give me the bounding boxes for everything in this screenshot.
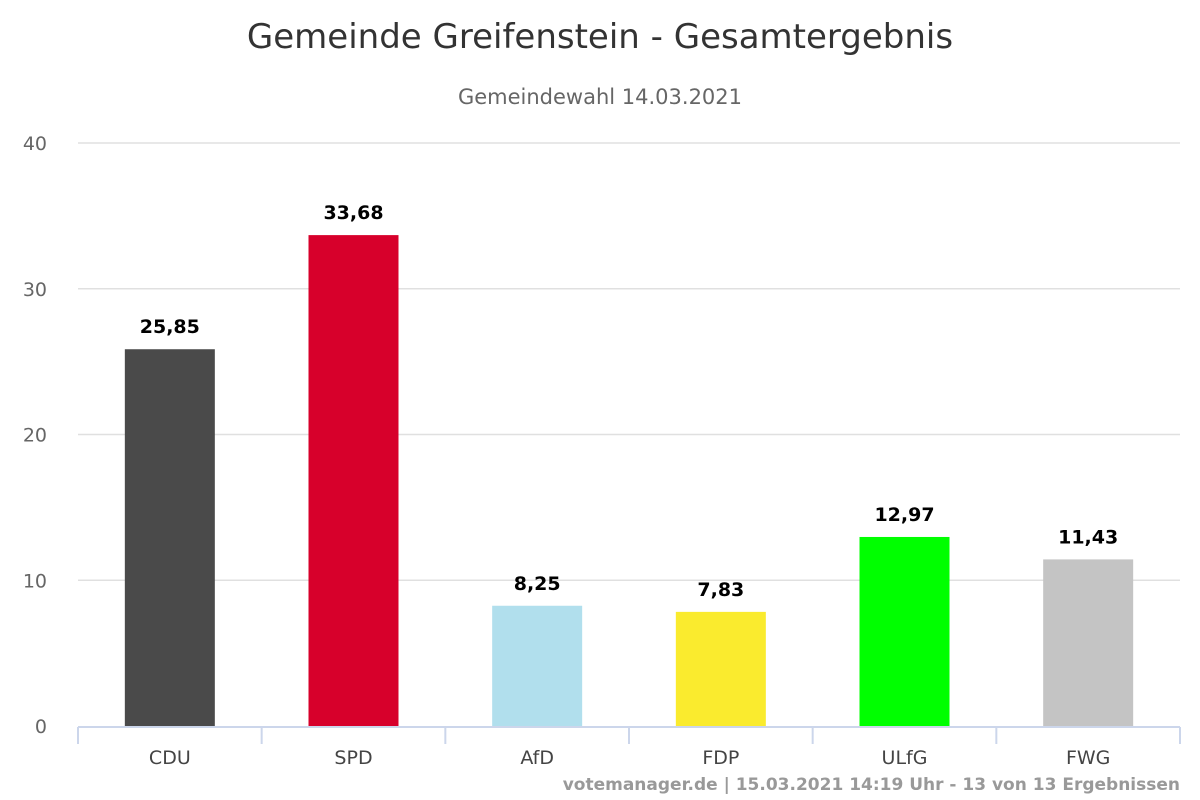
y-tick-label: 0 (35, 716, 47, 738)
y-tick-label: 10 (23, 570, 47, 592)
x-tick-label: ULfG (882, 747, 928, 769)
x-tick-label: AfD (520, 747, 554, 769)
bar-ulfg[interactable] (859, 536, 950, 726)
data-label: 11,43 (1058, 526, 1118, 548)
bar-spd[interactable] (308, 235, 399, 726)
bars (124, 235, 1134, 726)
x-tick-label: FDP (702, 747, 739, 769)
x-axis: CDU SPD AfD FDP ULfG FWG (77, 726, 1181, 769)
data-labels: 25,85 33,68 8,25 7,83 12,97 11,43 (140, 202, 1118, 601)
x-tick-label: SPD (334, 747, 372, 769)
x-tick-label: FWG (1066, 747, 1110, 769)
gridlines (78, 142, 1180, 581)
y-tick-label: 30 (23, 279, 47, 301)
data-label: 12,97 (874, 504, 934, 526)
chart-subtitle: Gemeindewahl 14.03.2021 (458, 85, 742, 109)
chart-credit[interactable]: votemanager.de | 15.03.2021 14:19 Uhr - … (563, 775, 1180, 795)
chart-title: Gemeinde Greifenstein - Gesamtergebnis (247, 17, 953, 57)
bar-fdp[interactable] (675, 611, 766, 726)
y-axis-ticks: 0 10 20 30 40 (23, 133, 47, 738)
bar-fwg[interactable] (1043, 559, 1134, 726)
x-tick-label: CDU (149, 747, 191, 769)
y-tick-label: 40 (23, 133, 47, 155)
bar-afd[interactable] (492, 605, 583, 726)
data-label: 25,85 (140, 316, 200, 338)
data-label: 8,25 (514, 573, 561, 595)
data-label: 7,83 (697, 579, 744, 601)
data-label: 33,68 (323, 202, 383, 224)
y-tick-label: 20 (23, 425, 47, 447)
bar-cdu[interactable] (124, 349, 215, 726)
